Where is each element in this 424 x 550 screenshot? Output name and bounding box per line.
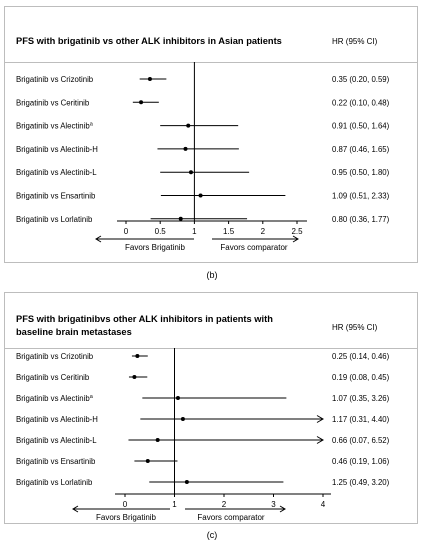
hr-value: 0.25 (0.14, 0.46) xyxy=(332,352,390,361)
hr-point xyxy=(183,146,188,151)
hr-point xyxy=(180,417,185,421)
hr-value: 1.25 (0.49, 3.20) xyxy=(332,478,390,487)
x-tick-label: 2.5 xyxy=(291,227,303,236)
hr-value: 1.09 (0.51, 2.33) xyxy=(332,192,390,201)
forest-plot: 0 1 2 3 4 Brigatinib vs Crizotinib 0.25 (0.14,… xyxy=(16,348,390,522)
hr-value: 1.07 (0.35, 3.26) xyxy=(332,394,390,403)
hr-value: 0.22 (0.10, 0.48) xyxy=(332,98,390,107)
hr-point xyxy=(145,459,150,463)
row-label: Brigatinib vs Ceritinib xyxy=(16,98,90,107)
row-label: Brigatinib vs Crizotinib xyxy=(16,75,94,84)
chart-title-line-2: baseline brain metastases xyxy=(16,327,132,337)
row-label: Brigatinib vs Ensartinib xyxy=(16,457,96,466)
hr-point xyxy=(188,170,193,175)
x-tick-label: 2 xyxy=(261,227,266,236)
row-label-superscript: a xyxy=(90,122,94,128)
hr-point xyxy=(147,77,152,81)
hr-value: 0.91 (0.50, 1.64) xyxy=(332,122,390,131)
header-separator xyxy=(5,348,417,349)
hr-header: HR (95% CI) xyxy=(332,37,378,46)
ci-overflow-arrow xyxy=(316,436,324,444)
chart-title-line-1: PFS with brigatinibvs other ALK inhibito… xyxy=(16,314,273,324)
row-label: Brigatinib vs Ceritinib xyxy=(16,373,90,382)
favors-left-arrowhead xyxy=(72,505,79,513)
row-label: Brigatinib vs Alectiniba xyxy=(16,122,94,131)
hr-point xyxy=(175,396,180,400)
row-label: Brigatinib vs Alectinib-H xyxy=(16,145,98,154)
favors-right-arrowhead xyxy=(292,235,299,243)
hr-value: 0.19 (0.08, 0.45) xyxy=(332,373,390,382)
x-tick-label: 0 xyxy=(124,227,129,236)
favors-left-label: Favors Brigatinib xyxy=(96,513,157,522)
row-label: Brigatinib vs Alectinib-L xyxy=(16,436,97,445)
favors-right-label: Favors comparator xyxy=(197,513,264,522)
chart-title: PFS with brigatinib vs other ALK inhibit… xyxy=(16,36,282,46)
hr-value: 0.80 (0.36, 1.77) xyxy=(332,215,390,224)
x-tick-label: 1.5 xyxy=(223,227,235,236)
hr-value: 0.87 (0.46, 1.65) xyxy=(332,145,390,154)
x-tick-label: 0 xyxy=(123,500,128,509)
caption-c: (c) xyxy=(206,530,218,540)
forest-plot: 0 0.5 1 1.5 2 2.5 Brigatinib vs Crizotinib 0.35… xyxy=(16,62,390,252)
row-label: Brigatinib vs Alectinib-L xyxy=(16,168,97,177)
forest-panel-c: PFS with brigatinibvs other ALK inhibito… xyxy=(4,292,418,524)
hr-header: HR (95% CI) xyxy=(332,323,378,332)
hr-point xyxy=(184,480,189,484)
row-label: Brigatinib vs Lorlatinib xyxy=(16,478,93,487)
favors-left-label: Favors Brigatinib xyxy=(125,243,186,252)
hr-point xyxy=(186,123,191,128)
favors-right-label: Favors comparator xyxy=(220,243,287,252)
x-tick-label: 2 xyxy=(222,500,227,509)
hr-value: 1.17 (0.31, 4.40) xyxy=(332,415,390,424)
row-label-superscript: a xyxy=(90,394,94,400)
hr-value: 0.66 (0.07, 6.52) xyxy=(332,436,390,445)
favors-left-arrowhead xyxy=(95,235,102,243)
row-label: Brigatinib vs Alectiniba xyxy=(16,394,94,403)
hr-point xyxy=(139,100,144,105)
row-label: Brigatinib vs Ensartinib xyxy=(16,192,96,201)
hr-point xyxy=(135,354,140,358)
hr-point xyxy=(132,375,137,379)
favors-right-arrowhead xyxy=(279,505,286,513)
hr-value: 0.95 (0.50, 1.80) xyxy=(332,168,390,177)
x-tick-label: 1 xyxy=(172,500,177,509)
hr-point xyxy=(155,438,160,442)
hr-value: 0.46 (0.19, 1.06) xyxy=(332,457,390,466)
x-tick-label: 0.5 xyxy=(155,227,167,236)
hr-value: 0.35 (0.20, 0.59) xyxy=(332,75,390,84)
hr-point xyxy=(178,216,183,221)
header-separator xyxy=(5,62,417,63)
row-label: Brigatinib vs Lorlatinib xyxy=(16,215,93,224)
x-tick-label: 4 xyxy=(321,500,326,509)
x-tick-label: 1 xyxy=(192,227,197,236)
forest-panel-b: PFS with brigatinib vs other ALK inhibit… xyxy=(4,6,418,263)
row-label: Brigatinib vs Alectinib-H xyxy=(16,415,98,424)
ci-overflow-arrow xyxy=(316,415,324,423)
x-tick-label: 3 xyxy=(271,500,276,509)
row-label: Brigatinib vs Crizotinib xyxy=(16,352,94,361)
hr-point xyxy=(198,193,203,198)
caption-b: (b) xyxy=(206,270,218,280)
